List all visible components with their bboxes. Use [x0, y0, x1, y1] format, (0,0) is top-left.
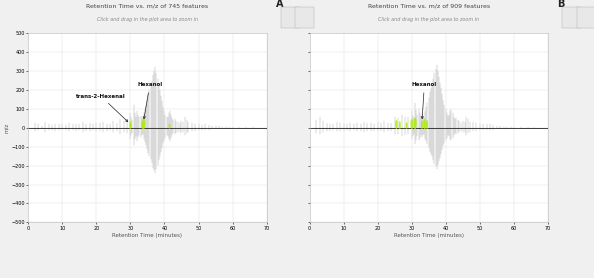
FancyBboxPatch shape	[295, 7, 314, 28]
Ellipse shape	[129, 122, 131, 128]
Text: Click and drag in the plot area to zoom in: Click and drag in the plot area to zoom …	[378, 17, 479, 22]
Ellipse shape	[406, 122, 407, 128]
Ellipse shape	[414, 118, 416, 129]
Text: Hexanol: Hexanol	[412, 82, 437, 119]
Ellipse shape	[141, 121, 143, 129]
Ellipse shape	[143, 118, 145, 129]
Ellipse shape	[396, 120, 397, 129]
Text: Click and drag in the plot area to zoom in: Click and drag in the plot area to zoom …	[97, 17, 198, 22]
Ellipse shape	[421, 121, 423, 129]
Ellipse shape	[424, 119, 426, 129]
Ellipse shape	[399, 121, 400, 129]
X-axis label: Retention Time (minutes): Retention Time (minutes)	[394, 233, 464, 238]
Text: A: A	[276, 0, 284, 9]
Text: trans-2-Hexenal: trans-2-Hexenal	[76, 94, 128, 122]
FancyBboxPatch shape	[563, 7, 582, 28]
FancyBboxPatch shape	[577, 7, 594, 28]
Text: Retention Time vs. m/z of 909 features: Retention Time vs. m/z of 909 features	[368, 4, 490, 9]
Ellipse shape	[169, 124, 170, 128]
Ellipse shape	[410, 119, 413, 129]
FancyBboxPatch shape	[281, 7, 300, 28]
Y-axis label: m/z: m/z	[4, 123, 9, 133]
Text: Hexanol: Hexanol	[137, 82, 163, 119]
Text: Retention Time vs. m/z of 745 features: Retention Time vs. m/z of 745 features	[86, 4, 208, 9]
X-axis label: Retention Time (minutes): Retention Time (minutes)	[112, 233, 182, 238]
Text: B: B	[558, 0, 565, 9]
Ellipse shape	[426, 120, 428, 129]
